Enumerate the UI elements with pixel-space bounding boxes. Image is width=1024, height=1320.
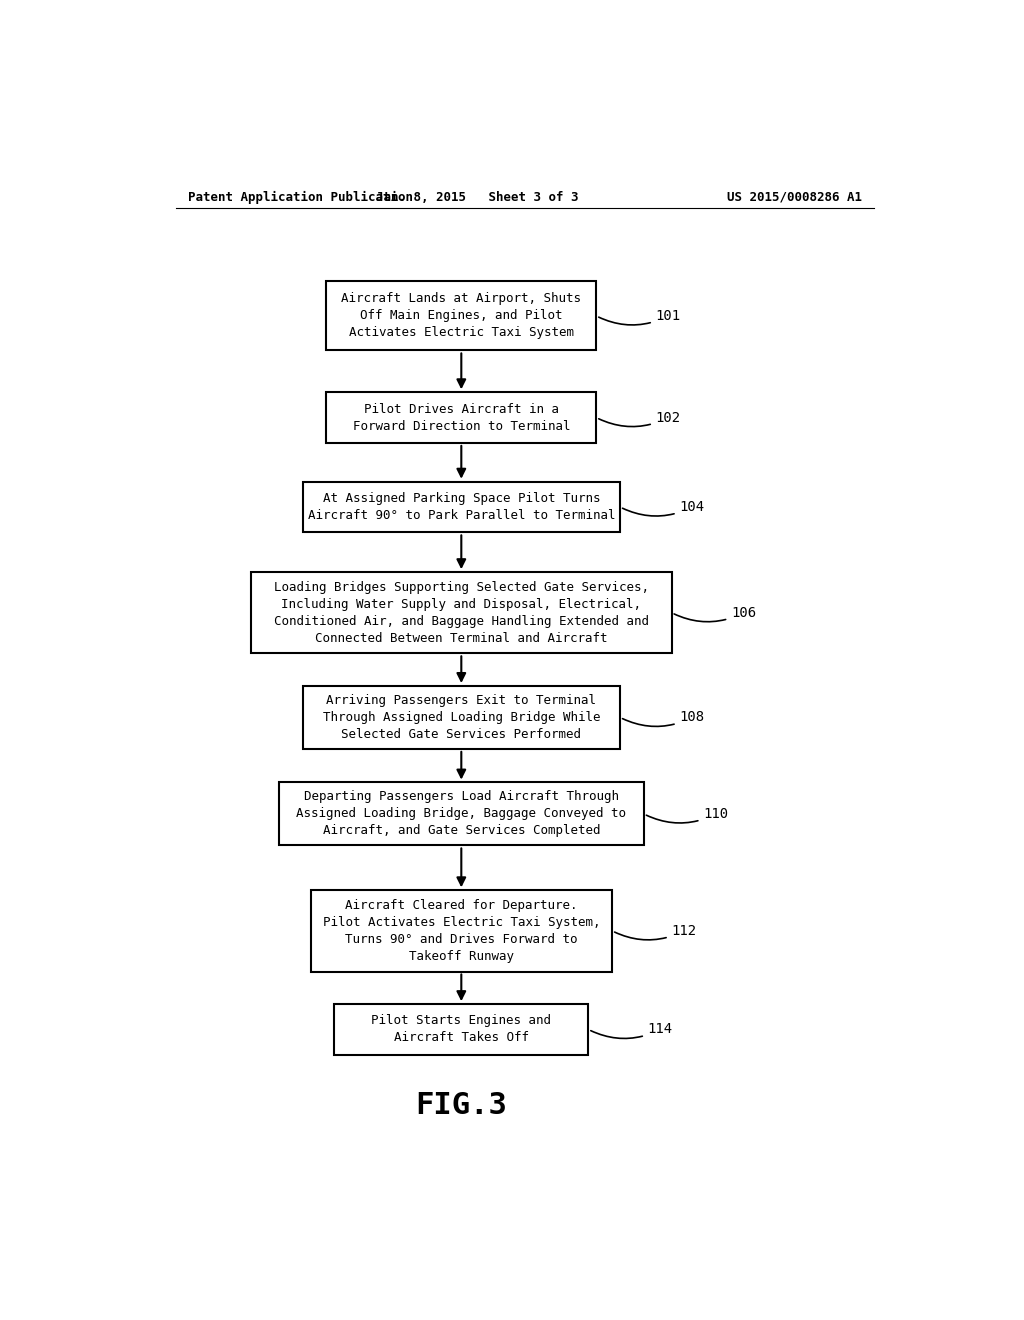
Text: Patent Application Publication: Patent Application Publication bbox=[187, 190, 413, 203]
Text: 110: 110 bbox=[646, 807, 728, 822]
Text: Aircraft Cleared for Departure.
Pilot Activates Electric Taxi System,
Turns 90° : Aircraft Cleared for Departure. Pilot Ac… bbox=[323, 899, 600, 962]
Text: 101: 101 bbox=[599, 309, 681, 325]
Text: Pilot Starts Engines and
Aircraft Takes Off: Pilot Starts Engines and Aircraft Takes … bbox=[372, 1015, 551, 1044]
FancyBboxPatch shape bbox=[327, 281, 596, 351]
Text: 114: 114 bbox=[591, 1023, 673, 1039]
FancyBboxPatch shape bbox=[310, 890, 612, 972]
FancyBboxPatch shape bbox=[279, 783, 644, 846]
Text: 112: 112 bbox=[614, 924, 696, 940]
Text: 104: 104 bbox=[623, 500, 705, 516]
Text: Aircraft Lands at Airport, Shuts
Off Main Engines, and Pilot
Activates Electric : Aircraft Lands at Airport, Shuts Off Mai… bbox=[341, 293, 582, 339]
Text: Pilot Drives Aircraft in a
Forward Direction to Terminal: Pilot Drives Aircraft in a Forward Direc… bbox=[352, 403, 570, 433]
Text: At Assigned Parking Space Pilot Turns
Aircraft 90° to Park Parallel to Terminal: At Assigned Parking Space Pilot Turns Ai… bbox=[307, 492, 615, 521]
Text: Loading Bridges Supporting Selected Gate Services,
Including Water Supply and Di: Loading Bridges Supporting Selected Gate… bbox=[273, 581, 649, 644]
Text: Departing Passengers Load Aircraft Through
Assigned Loading Bridge, Baggage Conv: Departing Passengers Load Aircraft Throu… bbox=[296, 791, 627, 837]
FancyBboxPatch shape bbox=[303, 482, 620, 532]
Text: FIG.3: FIG.3 bbox=[416, 1092, 507, 1121]
Text: 108: 108 bbox=[623, 710, 705, 726]
Text: 102: 102 bbox=[599, 411, 681, 426]
FancyBboxPatch shape bbox=[327, 392, 596, 444]
FancyBboxPatch shape bbox=[334, 1005, 588, 1055]
FancyBboxPatch shape bbox=[303, 686, 620, 748]
Text: 106: 106 bbox=[674, 606, 757, 622]
FancyBboxPatch shape bbox=[251, 572, 672, 653]
Text: Arriving Passengers Exit to Terminal
Through Assigned Loading Bridge While
Selec: Arriving Passengers Exit to Terminal Thr… bbox=[323, 694, 600, 741]
Text: US 2015/0008286 A1: US 2015/0008286 A1 bbox=[727, 190, 862, 203]
Text: Jan. 8, 2015   Sheet 3 of 3: Jan. 8, 2015 Sheet 3 of 3 bbox=[376, 190, 579, 203]
